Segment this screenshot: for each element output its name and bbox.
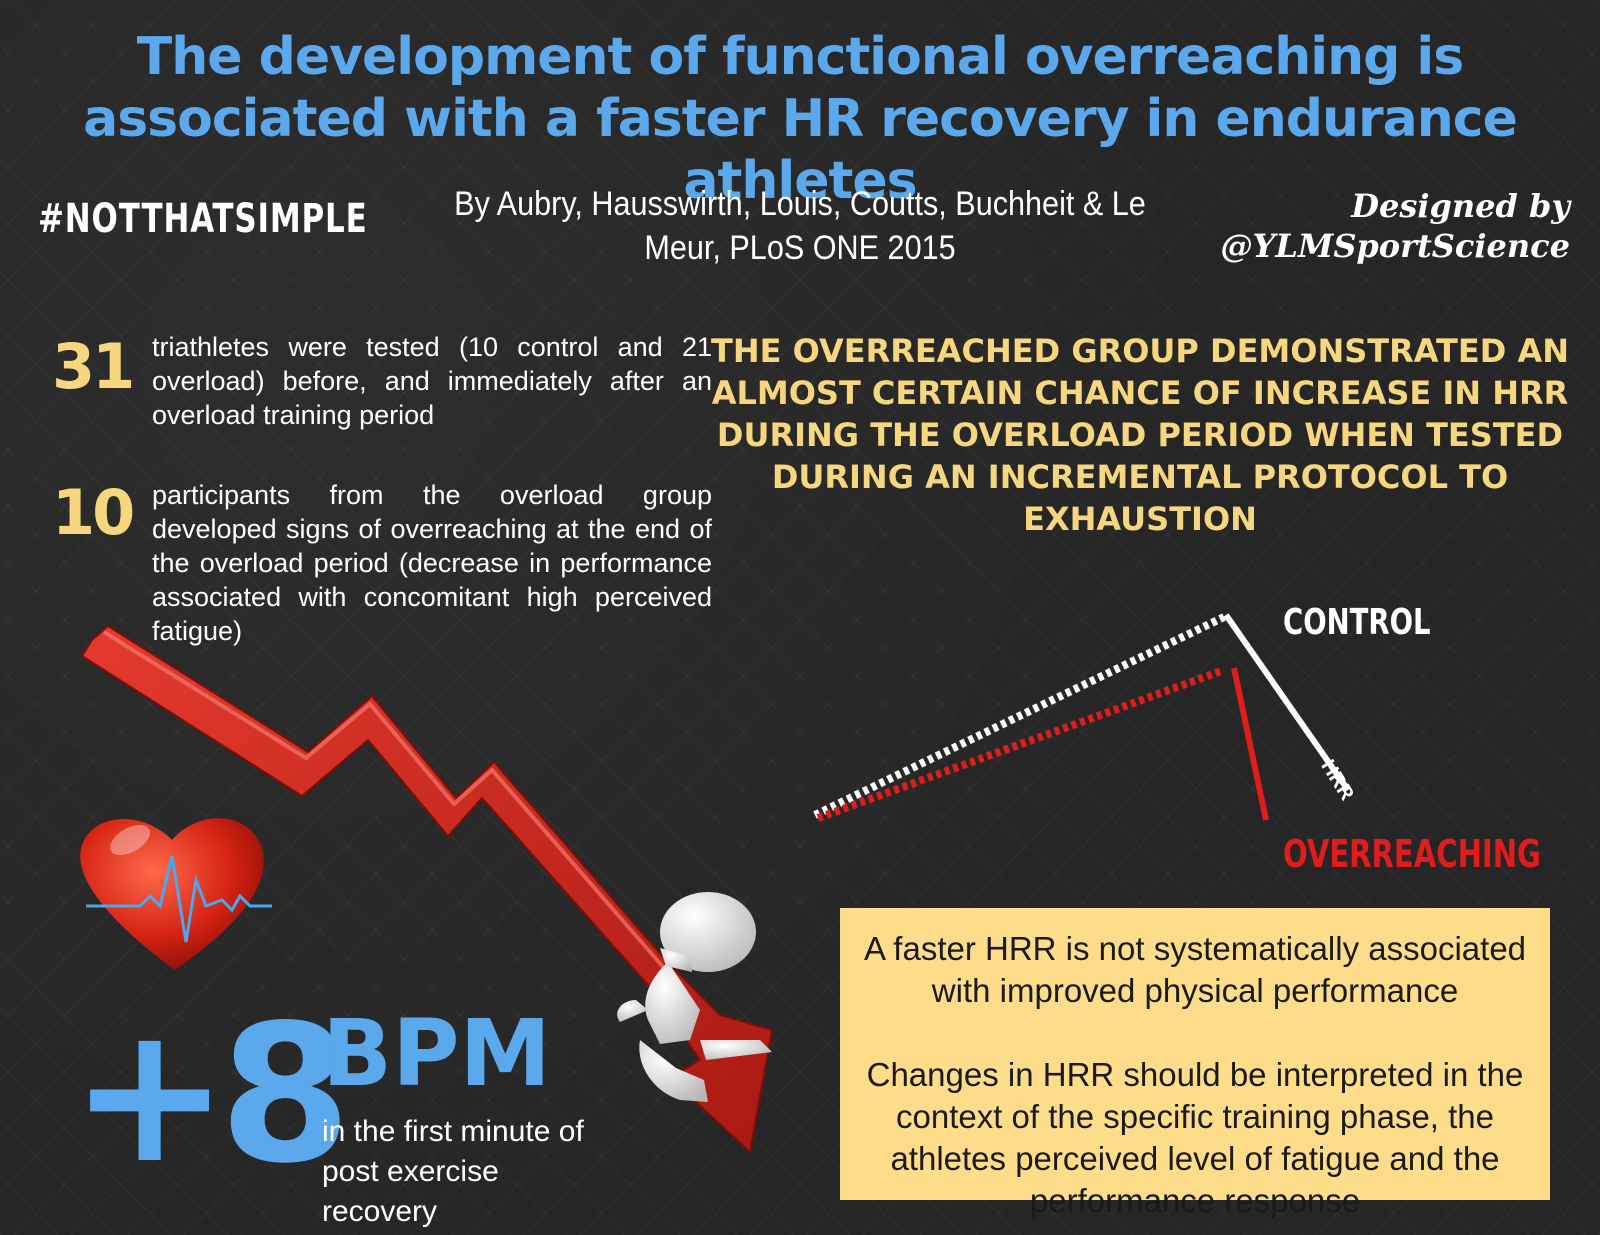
- stat-text-1: triathletes were tested (10 control and …: [152, 332, 712, 430]
- result-unit: BPM: [322, 1000, 552, 1107]
- page-title: The development of functional overreachi…: [83, 27, 1518, 211]
- headline-finding: The overreached group demonstrated an al…: [711, 332, 1569, 538]
- overreaching-ramp-line: [816, 666, 1226, 822]
- credit-line-2: @YLMSportScience: [1220, 227, 1570, 265]
- hrr-diagram: [813, 613, 1351, 822]
- result-value: +8: [70, 984, 351, 1205]
- conclusion-box: A faster HRR is not systematically assoc…: [840, 908, 1550, 1219]
- stat-text-2: participants from the overload group dev…: [152, 480, 712, 646]
- hashtag: #NOTTHATSIMPLE: [38, 196, 368, 242]
- overreaching-recovery-line: [1231, 667, 1269, 821]
- conclusion-note-1: A faster HRR is not systematically assoc…: [863, 930, 1527, 1009]
- credit-line-1: Designed by: [1351, 187, 1570, 225]
- overreaching-label: OVERREACHING: [1283, 832, 1541, 876]
- authors-citation: By Aubry, Hausswirth, Louis, Coutts, Buc…: [454, 185, 1146, 267]
- designer-credit: Designed by @YLMSportScience: [1200, 186, 1570, 266]
- control-label: CONTROL: [1283, 602, 1431, 643]
- conclusion-note-2: Changes in HRR should be interpreted in …: [866, 1056, 1524, 1219]
- control-ramp-line: [813, 613, 1226, 819]
- control-recovery-line: [1223, 613, 1351, 792]
- result-description: in the first minute of post exercise rec…: [322, 1115, 584, 1228]
- figure-icon: [617, 892, 772, 1102]
- stat-number-2: 10: [52, 476, 135, 549]
- falling-arrow-icon: [80, 624, 774, 1154]
- heart-icon: [80, 818, 272, 970]
- stat-number-1: 31: [52, 330, 135, 403]
